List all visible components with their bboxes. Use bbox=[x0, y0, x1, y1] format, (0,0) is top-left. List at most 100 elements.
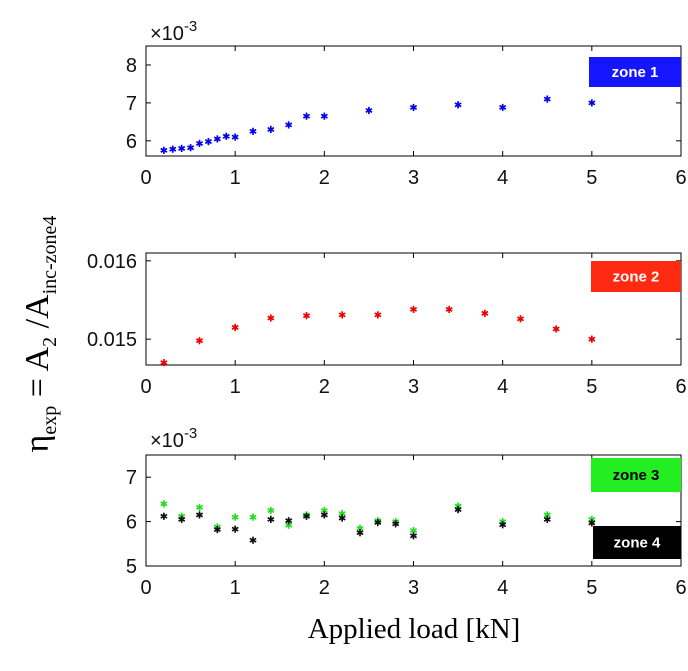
data-point bbox=[195, 503, 204, 511]
data-point bbox=[187, 144, 195, 152]
legend-badge-bg bbox=[589, 57, 681, 87]
y-label-a2-sub: 2 bbox=[39, 337, 61, 347]
x-tick-label: 2 bbox=[319, 577, 330, 599]
data-point bbox=[445, 305, 453, 313]
data-point bbox=[374, 311, 382, 319]
x-tick-label: 1 bbox=[230, 577, 241, 599]
data-point bbox=[588, 99, 596, 107]
data-point bbox=[588, 335, 596, 343]
x-tick-label: 6 bbox=[675, 167, 686, 189]
x-tick-label: 3 bbox=[408, 167, 419, 189]
x-tick-label: 5 bbox=[586, 376, 597, 398]
data-point bbox=[302, 112, 311, 120]
series-zone-2 bbox=[160, 305, 596, 367]
data-point bbox=[249, 536, 257, 544]
data-point bbox=[499, 521, 507, 529]
data-point bbox=[249, 127, 257, 135]
y-tick-label: 6 bbox=[126, 512, 137, 534]
panel-top: 0 1 2 3 4 5 6 6 7 8 ×10-3 zone 1 bbox=[126, 18, 687, 189]
x-tick-label: 4 bbox=[497, 577, 508, 599]
data-point bbox=[222, 132, 230, 140]
x-tick-label: 3 bbox=[408, 376, 419, 398]
data-point bbox=[267, 515, 275, 523]
data-point bbox=[231, 133, 239, 141]
data-point bbox=[302, 512, 311, 520]
data-point bbox=[409, 532, 418, 540]
x-axis-label: Applied load [kN] bbox=[308, 613, 521, 645]
data-point bbox=[195, 511, 204, 519]
data-point bbox=[267, 506, 275, 515]
y-label-slash: /A bbox=[19, 294, 56, 337]
data-point bbox=[320, 511, 328, 519]
y-label-eta: η bbox=[19, 435, 56, 453]
legend-badge-label: zone 4 bbox=[614, 535, 661, 552]
panels: 0 1 2 3 4 5 6 6 7 8 ×10-3 zone 1 0 1 2 3 4 5 6 0.015 0.016 zo… bbox=[87, 18, 687, 599]
data-point bbox=[409, 305, 418, 313]
svg-text:ηexp = A2 /Ainc-zone4: ηexp = A2 /Ainc-zone4 bbox=[19, 216, 61, 453]
data-point bbox=[481, 309, 489, 317]
y-tick-label: 8 bbox=[126, 55, 137, 77]
x-tick-label: 5 bbox=[586, 167, 597, 189]
legend-badge-bg bbox=[593, 526, 681, 559]
data-point bbox=[160, 359, 168, 367]
x-tick-label: 4 bbox=[497, 376, 508, 398]
data-point bbox=[178, 515, 186, 523]
y-tick-label: 6 bbox=[126, 131, 137, 153]
legend-badge-label: zone 2 bbox=[613, 269, 660, 286]
legend-badge-zone-3: zone 3 bbox=[591, 458, 681, 492]
y-multiplier-label: ×10-3 bbox=[150, 425, 197, 452]
data-point bbox=[285, 121, 293, 129]
data-point bbox=[454, 506, 462, 514]
data-point bbox=[213, 525, 221, 534]
x-tick-label: 0 bbox=[140, 167, 151, 189]
series-zone-1 bbox=[160, 95, 596, 154]
series-zone-4 bbox=[160, 506, 596, 544]
data-point bbox=[499, 103, 507, 112]
data-point bbox=[543, 95, 551, 103]
data-point bbox=[195, 337, 204, 345]
data-point bbox=[204, 137, 212, 146]
data-point bbox=[231, 513, 239, 521]
data-point bbox=[392, 520, 400, 528]
panel-middle: 0 1 2 3 4 5 6 0.015 0.016 zone 2 bbox=[87, 251, 687, 398]
data-point bbox=[267, 125, 275, 134]
x-tick-label: 0 bbox=[140, 577, 151, 599]
data-point bbox=[169, 145, 177, 153]
data-point bbox=[356, 529, 364, 537]
data-point bbox=[302, 312, 311, 320]
y-tick-label: 7 bbox=[126, 467, 137, 489]
legend-badge-zone-2: zone 2 bbox=[591, 261, 681, 292]
y-tick-label: 5 bbox=[126, 556, 137, 578]
x-tick-label: 0 bbox=[140, 376, 151, 398]
y-tick-label: 0.016 bbox=[87, 251, 137, 273]
x-tick-label: 1 bbox=[230, 167, 241, 189]
x-tick-label: 6 bbox=[675, 577, 686, 599]
x-tick-label: 5 bbox=[586, 577, 597, 599]
data-point bbox=[195, 139, 204, 148]
data-point bbox=[320, 112, 328, 120]
data-point bbox=[588, 519, 596, 527]
data-point bbox=[231, 323, 239, 332]
x-tick-label: 1 bbox=[230, 376, 241, 398]
panel-bottom: 0 1 2 3 4 5 6 5 6 7 ×10-3 zone 3 zone 4 bbox=[126, 425, 687, 599]
x-tick-label: 3 bbox=[408, 577, 419, 599]
data-point bbox=[516, 315, 525, 323]
data-point bbox=[365, 106, 373, 115]
data-point bbox=[374, 518, 382, 527]
data-point bbox=[231, 525, 239, 533]
legend-badge-zone-1: zone 1 bbox=[589, 57, 681, 87]
data-point bbox=[338, 311, 346, 319]
y-tick-label: 0.015 bbox=[87, 329, 137, 351]
data-point bbox=[338, 514, 346, 522]
data-point bbox=[213, 135, 221, 143]
data-point bbox=[543, 515, 551, 523]
y-label-eta-sub: exp bbox=[39, 406, 61, 435]
legend-badge-bg bbox=[591, 261, 681, 292]
y-multiplier-label: ×10-3 bbox=[150, 18, 197, 45]
data-point bbox=[160, 512, 168, 520]
legend-badge-bg bbox=[591, 458, 681, 492]
data-point bbox=[552, 325, 560, 333]
legend-badge-zone-4: zone 4 bbox=[593, 526, 681, 559]
x-tick-label: 4 bbox=[497, 167, 508, 189]
